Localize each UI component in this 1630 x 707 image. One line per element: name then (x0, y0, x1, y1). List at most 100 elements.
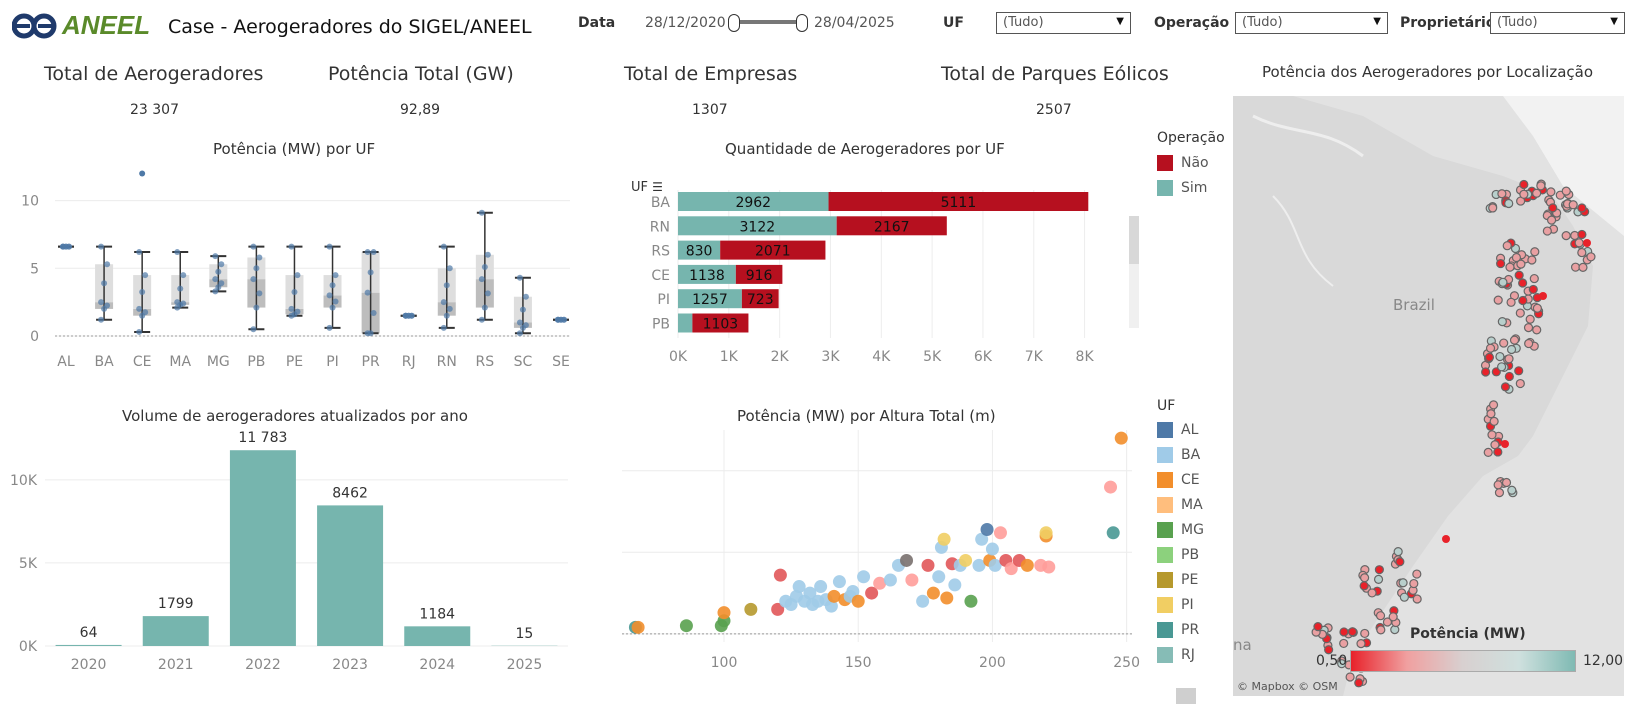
map-point (1495, 351, 1505, 362)
data-point (250, 243, 257, 250)
scatter-point (926, 586, 940, 600)
uf-legend-item[interactable]: MA (1157, 497, 1203, 513)
operacao-filter-label: Operação (1154, 15, 1230, 31)
map-point (1502, 241, 1512, 251)
data-point (256, 290, 263, 297)
legend-swatch (1157, 180, 1173, 196)
map-point (1345, 672, 1355, 682)
legend-scroll-indicator[interactable] (1176, 688, 1196, 704)
map-point (1577, 247, 1587, 258)
x-tick-label: 2025 (507, 657, 543, 673)
uf-legend-item[interactable]: PB (1157, 547, 1199, 563)
uf-legend-item[interactable]: MG (1157, 522, 1204, 538)
scatter-point (985, 542, 999, 556)
hbar-axis-label[interactable]: UF ☰ (631, 180, 663, 195)
scatter-point (883, 573, 897, 587)
x-tick-label: 3K (821, 349, 840, 365)
map-point (1568, 200, 1578, 210)
slider-handle-end[interactable] (796, 14, 808, 32)
uf-legend-item[interactable]: AL (1157, 422, 1198, 438)
uf-legend-item[interactable]: RJ (1157, 647, 1195, 663)
uf-select-value: (Tudo) (1003, 15, 1044, 30)
data-point (174, 299, 181, 306)
scatter-point (851, 594, 865, 608)
operacao-select[interactable]: (Tudo) ▼ (1235, 12, 1388, 34)
operacao-legend-item[interactable]: Não (1157, 155, 1209, 171)
data-point (332, 298, 339, 305)
map-point (1489, 416, 1499, 427)
map-point (1337, 659, 1347, 669)
map-point (1577, 229, 1587, 240)
data-point (519, 306, 526, 313)
map-point (1409, 578, 1419, 589)
map-point (1359, 581, 1369, 591)
bar-nao (720, 240, 826, 260)
data-point (326, 324, 333, 331)
data-point (443, 282, 450, 289)
map-point (1494, 488, 1505, 498)
data-point (218, 261, 225, 268)
map-point (1488, 203, 1498, 213)
data-point (443, 312, 450, 319)
legend-label: MG (1181, 522, 1204, 538)
map-point (1527, 255, 1537, 265)
map-point (1583, 239, 1591, 247)
map-point (1518, 295, 1528, 306)
scatter-point (792, 580, 806, 594)
data-point (370, 309, 377, 316)
uf-legend-item[interactable]: PR (1157, 622, 1199, 638)
data-point (136, 249, 143, 256)
bar-label: 723 (747, 292, 774, 308)
bar-label: 1103 (703, 317, 739, 333)
map-point (1546, 187, 1556, 197)
data-point (142, 272, 149, 279)
scrollbar[interactable] (1129, 216, 1139, 328)
map-point (1519, 179, 1529, 190)
data-point (481, 263, 488, 270)
map-point (1509, 335, 1520, 345)
legend-label: PE (1181, 572, 1199, 588)
chevron-down-icon: ▼ (1610, 16, 1618, 27)
scrollbar-thumb[interactable] (1129, 216, 1139, 264)
slider-handle-start[interactable] (728, 14, 740, 32)
date-slider[interactable] (728, 14, 808, 32)
bar-label: 1184 (419, 606, 455, 622)
map-point (1324, 645, 1334, 655)
uf-legend-item[interactable]: PI (1157, 597, 1194, 613)
scatter-point (1042, 560, 1056, 574)
map-point (1313, 622, 1323, 632)
bar-label: 15 (516, 626, 534, 642)
bar-label: 2071 (755, 244, 791, 260)
map-point (1376, 625, 1386, 635)
y-tick-label: RS (651, 244, 670, 260)
uf-legend-item[interactable]: CE (1157, 472, 1200, 488)
map[interactable]: Brazil na (1233, 96, 1624, 696)
legend-label: MA (1181, 497, 1203, 513)
map-point (1577, 203, 1587, 213)
data-point (446, 305, 453, 312)
uf-legend-item[interactable]: BA (1157, 447, 1200, 463)
sort-icon[interactable]: ☰ (652, 180, 663, 194)
kpi-total-parques-value: 2507 (1036, 102, 1072, 118)
bar-label: 1138 (689, 268, 725, 284)
uf-legend-item[interactable]: PE (1157, 572, 1198, 588)
scatter-point (803, 586, 817, 600)
data-point (218, 280, 225, 287)
scatter-point (948, 578, 962, 592)
operacao-legend-item[interactable]: Sim (1157, 180, 1207, 196)
map-point (1412, 569, 1422, 579)
map-point (1532, 303, 1542, 313)
data-point (98, 299, 105, 306)
scatter-point (857, 570, 871, 584)
scatter-point (773, 568, 787, 582)
legend-label: CE (1181, 472, 1200, 488)
map-point (1505, 262, 1515, 272)
horizontal-bar-chart: 0K 1K 2K 3K 4K 5K 6K 7K 8K BA 2962 5111 RN 3122 2167 RS… (650, 190, 1094, 365)
kpi-total-aerogeradores-value: 23 307 (130, 102, 179, 118)
scatter-point (1004, 562, 1018, 576)
y-tick-label: 0 (30, 329, 39, 345)
proprietario-select[interactable]: (Tudo) ▼ (1490, 12, 1625, 34)
uf-select[interactable]: (Tudo) ▼ (996, 12, 1131, 34)
legend-label: Não (1181, 155, 1209, 171)
data-point (440, 243, 447, 250)
